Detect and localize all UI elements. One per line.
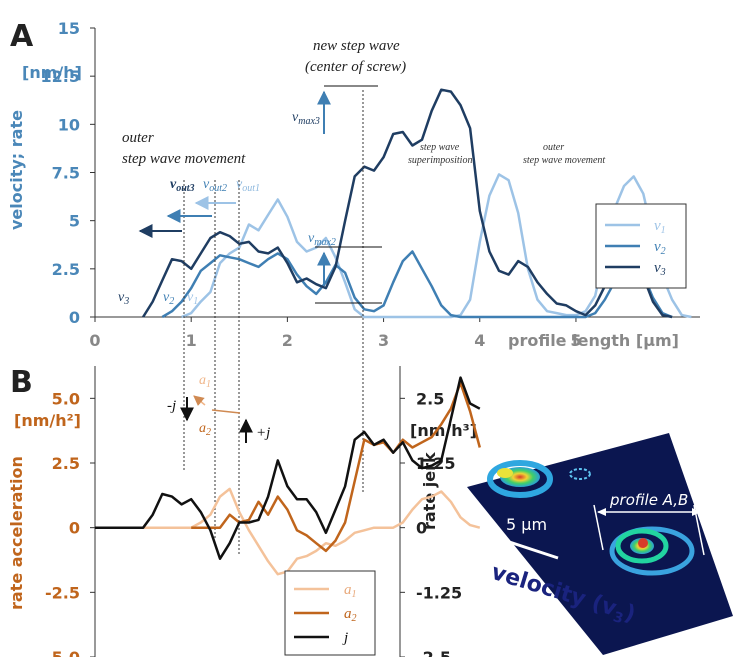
a2-pointer [211,409,241,414]
profile-arrow-right [692,508,701,516]
profile-arrow-left [597,508,606,516]
surface-ring-center-outer [609,526,695,576]
a-y-tick-label: 0 [69,308,80,327]
superposition-line1: step wave [420,142,460,153]
b-y-axis-label: rate acceleration [7,456,26,610]
superposition-line2: superimposition [408,155,472,166]
velocity-surface-inset: profile A,B 5 µm velocity (v3) [467,433,733,655]
a-x-tick-label: 1 [186,331,197,350]
scale-bar-label: 5 µm [506,515,547,534]
outer-wave-title-line2: step wave movement [122,151,246,167]
legend-b-label-a2: a2 [344,606,357,624]
legend-b-label-a1: a1 [344,582,357,600]
surface-peak-center [638,538,648,548]
new-step-wave-line2: (center of screw) [305,59,406,75]
panel-b-axes [94,366,401,657]
outer-right-line2: step wave movement [523,155,605,166]
b-left-tick-label: -5.0 [45,648,80,657]
a-x-tick-label: 0 [89,331,100,350]
a1-curve-label: a1 [199,373,211,390]
a-series-line-v3 [142,88,673,319]
a-y-ticks: 0 2.5 5 7.5 10 12.5 15 [41,19,95,327]
surface-ring-center [615,528,669,564]
a2-curve-label: a2 [199,421,211,438]
a-y-tick-label: 12.5 [41,67,80,86]
legend-a-label-v3: v3 [654,260,666,278]
panel-b-label: B [10,365,33,400]
a-x-ticks: 0 1 2 3 4 5 [89,317,582,350]
b-left-ticks: 5.0 2.5 0 -2.5 -5.0 [45,389,95,657]
b-left-tick-label: 2.5 [52,454,80,473]
a-y-tick-label: 5 [69,212,80,231]
b-series-line-a1 [143,487,481,576]
b-right-tick-label: 2.5 [416,389,444,408]
b-right-axis-label: rate jerk [420,452,439,530]
v3-curve-label: v3 [118,290,129,307]
b-series-line-j [95,376,481,560]
a-series-line-v2 [161,250,673,319]
b-right-tick-label: -2.5 [416,648,451,657]
outer-right-line1: outer [543,142,564,153]
legend-a: v1 v2 v3 [595,203,687,289]
b-left-tick-label: 5.0 [52,389,80,408]
scale-bar [496,536,559,560]
a-y-axis-label: velocity; rate [7,110,26,230]
surface-ring-left [487,460,553,498]
b-series-group [95,376,482,576]
outer-wave-title-line1: outer [122,130,154,146]
profile-label: profile A,B [609,491,688,509]
profile-tick-left [593,504,604,551]
b-y-unit: [nm/h²] [14,411,81,430]
a-x-axis-label: profile length [µm] [508,331,679,350]
a-y-tick-label: 10 [58,115,80,134]
legend-a-label-v2: v2 [654,239,666,257]
vout2-label: vout2 [203,177,227,194]
neg-jerk-label: -j [167,398,176,414]
panel-a-label: A [10,19,34,54]
a1-pointer [193,395,206,407]
surface-ring-small [569,468,591,480]
a-y-tick-label: 7.5 [52,164,80,183]
legend-b-label-j: j [342,630,348,646]
new-step-wave-line1: new step wave [313,38,400,54]
legend-a-label-v1: v1 [654,218,666,236]
a-x-tick-label: 2 [282,331,293,350]
pos-jerk-label: +j [256,425,270,441]
a-x-tick-label: 3 [378,331,389,350]
b-right-unit: [nm/h³] [410,421,477,440]
b-left-tick-label: 0 [69,519,80,538]
legend-b: a1 a2 j [284,570,376,656]
b-right-tick-label: -1.25 [416,583,462,602]
surface-plane [467,433,733,655]
vout3-label: vout3 [170,177,195,194]
surface-peak-left [497,468,513,478]
a-x-tick-label: 4 [474,331,485,350]
v1-curve-label: v1 [187,290,198,307]
a-y-tick-label: 15 [58,19,80,38]
v2-curve-label: v2 [163,290,174,307]
vout1-label: vout1 [236,177,260,194]
b-right-tick-label: 0 [416,519,427,538]
a-y-tick-label: 2.5 [52,260,80,279]
vmax3-label: vmax3 [292,110,320,127]
b-left-tick-label: -2.5 [45,583,80,602]
vmax2-label: vmax2 [308,231,336,248]
a-x-tick-label: 5 [570,331,581,350]
a-y-unit: [nm/h] [22,63,82,82]
